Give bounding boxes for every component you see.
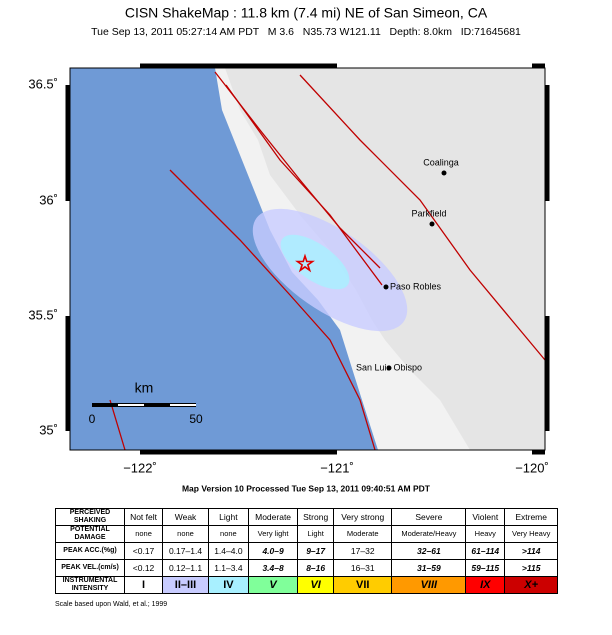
lat-label: 36.5˚ <box>28 76 58 91</box>
legend-row: INSTRUMENTAL INTENSITY I II–III IV V VI VII VII… <box>55 576 558 594</box>
shaking-core <box>280 234 350 290</box>
row-label: PERCEIVED SHAKING <box>55 508 125 526</box>
lat-label: 35.5˚ <box>28 307 58 322</box>
legend-cell: Not felt <box>123 508 164 526</box>
legend-cell: none <box>123 525 164 543</box>
row-label: PEAK ACC.(%g) <box>55 542 125 560</box>
legend-cell: 0.17–1.4 <box>162 542 209 560</box>
legend-cell: X+ <box>504 576 558 594</box>
scale-unit: km <box>135 380 154 396</box>
legend-cell: Moderate <box>247 508 299 526</box>
frame-ticks <box>65 63 550 455</box>
place-label: Paso Robles <box>390 281 442 291</box>
scale-label: 0 <box>89 412 96 426</box>
legend-cell: <0.12 <box>123 559 164 577</box>
legend-row: POTENTIAL DAMAGE none none none Very light Li… <box>55 525 558 543</box>
row-label: POTENTIAL DAMAGE <box>55 525 125 543</box>
legend-cell: Moderate/Heavy <box>391 525 467 543</box>
epicenter: ☆ <box>295 251 315 276</box>
place-label: San Luis Obispo <box>356 362 422 372</box>
legend-cell: 3.4–8 <box>247 559 299 577</box>
place-dot <box>383 284 389 290</box>
legend-cell: 59–115 <box>465 559 506 577</box>
legend-cell: Moderate <box>332 525 393 543</box>
legend-cell: 8–16 <box>297 559 334 577</box>
legend-row: PEAK ACC.(%g) <0.17 0.17–1.4 1.4–4.0 4.0–9 9–… <box>55 542 558 560</box>
legend-cell: Strong <box>297 508 334 526</box>
legend-cell: 17–32 <box>332 542 393 560</box>
legend-cell: 16–31 <box>332 559 393 577</box>
faults <box>109 71 546 451</box>
place-dot <box>429 221 435 227</box>
place-label: Coalinga <box>423 157 459 167</box>
legend-cell: 32–61 <box>391 542 467 560</box>
legend-cell: 1.4–4.0 <box>207 542 249 560</box>
lon-label: −120˚ <box>515 460 549 475</box>
legend-cell: 4.0–9 <box>247 542 299 560</box>
lon-label: −122˚ <box>123 460 157 475</box>
legend-cell: Severe <box>391 508 467 526</box>
legend-cell: >114 <box>504 542 558 560</box>
legend-cell: Very light <box>247 525 299 543</box>
legend-cell: Extreme <box>504 508 558 526</box>
scale-label: 50 <box>189 412 203 426</box>
legend-cell: I <box>123 576 164 594</box>
legend-cell: 61–114 <box>465 542 506 560</box>
legend-cell: 0.12–1.1 <box>162 559 209 577</box>
legend-cell: IV <box>207 576 249 594</box>
legend-cell: VIII <box>391 576 467 594</box>
legend-row: PERCEIVED SHAKING Not felt Weak Light Modera… <box>55 508 558 526</box>
lat-label: 36˚ <box>39 192 58 207</box>
legend-cell: Very Heavy <box>504 525 558 543</box>
legend-cell: 1.1–3.4 <box>207 559 249 577</box>
legend-row: PEAK VEL.(cm/s) <0.12 0.12–1.1 1.1–3.4 3.4–8… <box>55 559 558 577</box>
legend-cell: VI <box>297 576 334 594</box>
row-label: PEAK VEL.(cm/s) <box>55 559 125 577</box>
subtitle: Tue Sep 13, 2011 05:27:14 AM PDT M 3.6 N… <box>91 26 521 38</box>
lon-label: −121˚ <box>320 460 354 475</box>
title: CISN ShakeMap : 11.8 km (7.4 mi) NE of S… <box>125 5 488 21</box>
place-dot <box>386 365 392 371</box>
legend-cell: Light <box>297 525 334 543</box>
legend-cell: V <box>247 576 299 594</box>
legend-cell: Weak <box>162 508 209 526</box>
relief <box>225 68 545 450</box>
legend-cell: II–III <box>162 576 209 594</box>
intensity-legend: PERCEIVED SHAKING Not felt Weak Light Modera… <box>55 508 558 594</box>
lat-label: 35˚ <box>39 422 58 437</box>
row-label: INSTRUMENTAL INTENSITY <box>55 576 125 594</box>
legend-cell: Very strong <box>332 508 393 526</box>
legend-cell: VII <box>332 576 393 594</box>
place-label: Parkfield <box>411 208 446 218</box>
version: Map Version 10 Processed Tue Sep 13, 201… <box>182 483 431 493</box>
legend-cell: 31–59 <box>391 559 467 577</box>
legend-cell: none <box>207 525 249 543</box>
place-dot <box>441 170 447 176</box>
legend-cell: >115 <box>504 559 558 577</box>
legend-cell: Light <box>207 508 249 526</box>
legend-cell: none <box>162 525 209 543</box>
legend-cell: <0.17 <box>123 542 164 560</box>
legend-cell: Heavy <box>465 525 506 543</box>
ocean <box>70 68 378 450</box>
legend-cell: IX <box>465 576 506 594</box>
note: Scale based upon Wald, et al.; 1999 <box>55 601 167 608</box>
legend-cell: 9–17 <box>297 542 334 560</box>
legend-cell: Violent <box>465 508 506 526</box>
